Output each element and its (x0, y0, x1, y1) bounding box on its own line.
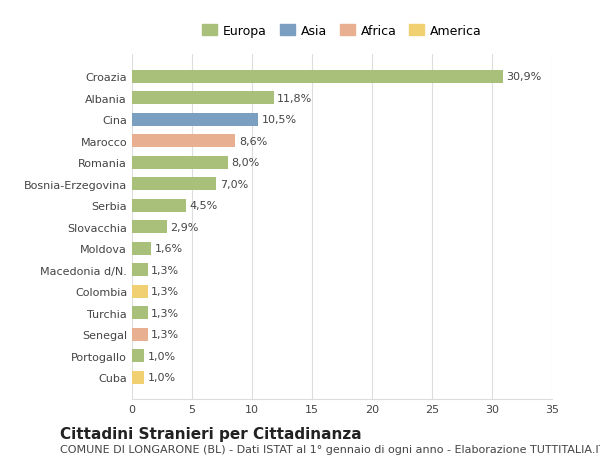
Text: 4,5%: 4,5% (190, 201, 218, 211)
Text: 1,0%: 1,0% (148, 372, 176, 382)
Text: Cittadini Stranieri per Cittadinanza: Cittadini Stranieri per Cittadinanza (60, 425, 362, 441)
Bar (132, 135, 235, 148)
Bar (132, 71, 503, 84)
Bar (132, 113, 258, 127)
Text: 1,3%: 1,3% (151, 265, 179, 275)
Text: 8,6%: 8,6% (239, 136, 267, 146)
Bar (132, 242, 151, 255)
Bar (132, 157, 228, 169)
Text: 1,3%: 1,3% (151, 308, 179, 318)
Bar (132, 263, 148, 276)
Bar (132, 178, 216, 191)
Bar (132, 328, 148, 341)
Text: 2,9%: 2,9% (170, 222, 199, 232)
Text: 30,9%: 30,9% (506, 72, 542, 82)
Text: 1,0%: 1,0% (148, 351, 176, 361)
Bar (132, 307, 148, 319)
Bar (132, 349, 144, 362)
Text: COMUNE DI LONGARONE (BL) - Dati ISTAT al 1° gennaio di ogni anno - Elaborazione : COMUNE DI LONGARONE (BL) - Dati ISTAT al… (60, 444, 600, 454)
Bar (132, 285, 148, 298)
Bar (132, 92, 274, 105)
Text: 11,8%: 11,8% (277, 94, 313, 104)
Bar (132, 371, 144, 384)
Text: 8,0%: 8,0% (232, 158, 260, 168)
Legend: Europa, Asia, Africa, America: Europa, Asia, Africa, America (197, 20, 487, 43)
Text: 1,6%: 1,6% (155, 244, 183, 254)
Bar (132, 199, 186, 212)
Text: 7,0%: 7,0% (220, 179, 248, 189)
Text: 10,5%: 10,5% (262, 115, 297, 125)
Bar (132, 221, 167, 234)
Text: 1,3%: 1,3% (151, 286, 179, 297)
Text: 1,3%: 1,3% (151, 330, 179, 339)
